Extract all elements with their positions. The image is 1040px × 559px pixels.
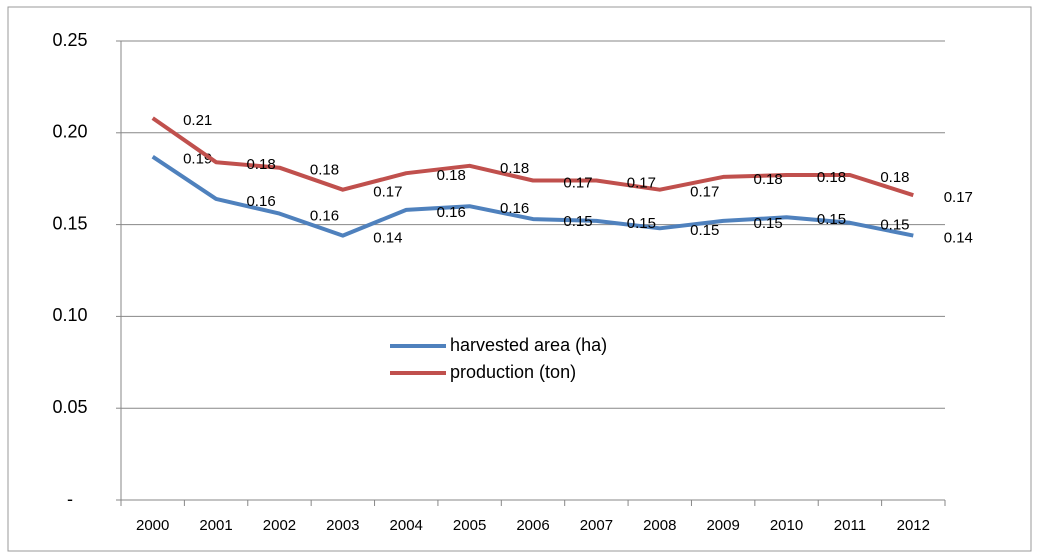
value-label: 0.14 [373, 230, 402, 247]
value-label: 0.17 [690, 184, 719, 201]
value-label: 0.15 [627, 215, 656, 232]
value-label: 0.21 [183, 112, 212, 129]
value-label: 0.19 [183, 151, 212, 168]
value-label: 0.18 [754, 171, 783, 188]
x-tick-label: 2011 [834, 517, 866, 534]
value-label: 0.14 [944, 230, 973, 247]
x-tick-label: 2001 [199, 517, 232, 534]
x-tick-label: 2000 [136, 517, 169, 534]
y-tick-label: 0.05 [52, 397, 87, 417]
y-tick-label: - [67, 489, 73, 509]
chart-frame [7, 6, 1032, 552]
value-label: 0.18 [817, 169, 846, 186]
value-label: 0.16 [246, 193, 275, 210]
x-tick-label: 2002 [263, 517, 296, 534]
y-tick-label: 0.15 [52, 213, 87, 233]
value-label: 0.17 [627, 175, 656, 192]
value-label: 0.15 [880, 217, 909, 234]
x-tick-label: 2005 [453, 517, 486, 534]
value-label: 0.17 [373, 184, 402, 201]
value-label: 0.18 [500, 160, 529, 177]
value-label: 0.16 [310, 208, 339, 225]
value-label: 0.15 [563, 213, 592, 230]
value-label: 0.17 [944, 189, 973, 206]
value-label: 0.17 [563, 175, 592, 192]
legend-label: production (ton) [450, 362, 576, 382]
value-label: 0.15 [817, 211, 846, 228]
x-tick-label: 2010 [770, 517, 803, 534]
value-label: 0.15 [690, 222, 719, 239]
x-tick-label: 2003 [326, 517, 359, 534]
y-tick-label: 0.20 [52, 122, 87, 142]
x-tick-label: 2009 [706, 517, 739, 534]
x-tick-label: 2012 [897, 517, 930, 534]
value-label: 0.18 [880, 169, 909, 186]
value-label: 0.15 [754, 215, 783, 232]
series-line [151, 116, 914, 198]
value-label: 0.16 [500, 200, 529, 217]
x-tick-label: 2008 [643, 517, 676, 534]
x-tick-label: 2006 [516, 517, 549, 534]
legend-label: harvested area (ha) [450, 335, 607, 355]
value-label: 0.18 [310, 162, 339, 179]
value-label: 0.18 [246, 156, 275, 173]
value-label: 0.16 [437, 204, 466, 221]
value-label: 0.18 [437, 167, 466, 184]
y-tick-label: 0.10 [52, 305, 87, 325]
x-tick-label: 2007 [580, 517, 613, 534]
x-tick-label: 2004 [390, 517, 423, 534]
series-line [151, 155, 914, 238]
y-tick-label: 0.25 [52, 30, 87, 50]
